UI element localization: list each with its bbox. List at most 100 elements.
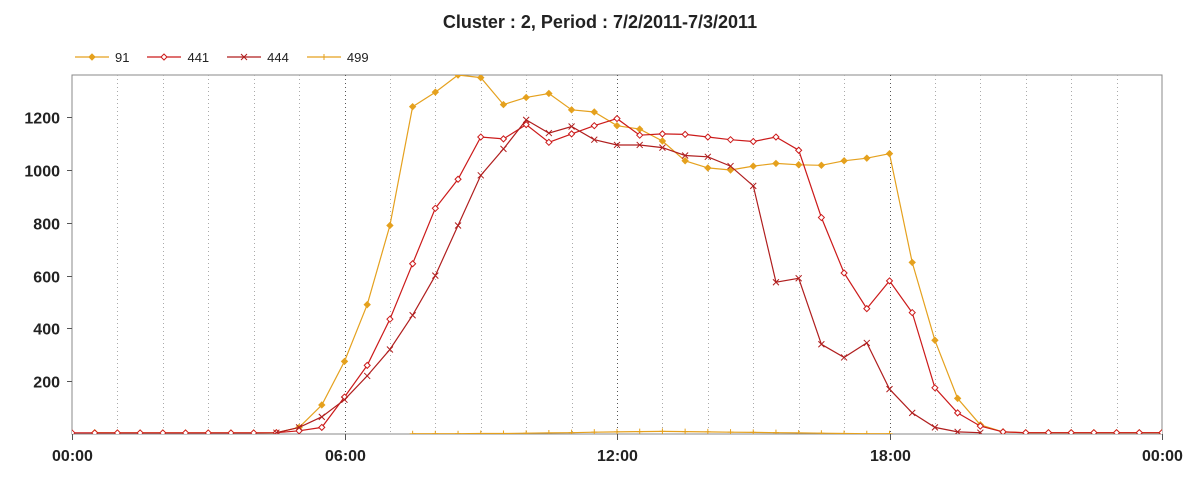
data-point [749, 182, 757, 190]
data-point [772, 429, 779, 434]
data-point [727, 162, 734, 170]
data-point [681, 152, 689, 159]
data-point [636, 428, 643, 434]
legend-item-441: 441 [147, 50, 209, 65]
data-point [500, 145, 507, 153]
y-tick-label: 600 [33, 270, 60, 287]
data-point [88, 53, 96, 61]
data-point [704, 428, 711, 434]
series-line [412, 430, 890, 434]
data-point [386, 221, 394, 230]
data-point [522, 93, 530, 102]
data-point [408, 102, 417, 111]
data-point [318, 401, 326, 409]
data-point [749, 162, 757, 170]
data-point [931, 424, 939, 431]
data-point [590, 108, 598, 116]
data-point [386, 315, 394, 323]
data-point [818, 340, 825, 348]
data-point [181, 429, 190, 434]
data-point [1135, 428, 1143, 434]
y-tick-label: 800 [33, 217, 60, 234]
data-point [567, 130, 576, 138]
legend-label: 441 [187, 49, 210, 65]
data-point [545, 429, 552, 434]
data-point [682, 428, 689, 434]
data-point [249, 429, 258, 434]
data-point [113, 429, 122, 434]
data-point [1044, 428, 1053, 434]
data-point [954, 428, 961, 434]
data-point [431, 272, 439, 279]
data-point [499, 100, 508, 109]
data-point [1022, 428, 1030, 434]
data-point [408, 260, 417, 268]
data-point [363, 361, 371, 370]
data-point [863, 154, 871, 162]
x-tick-label: 18:00 [870, 448, 911, 465]
data-point [750, 429, 757, 434]
legend: 91 441 444 499 [75, 48, 387, 66]
x-tick-label: 12:00 [597, 448, 638, 465]
legend-item-444: 444 [227, 50, 289, 65]
data-point [363, 300, 371, 309]
data-point [704, 133, 712, 141]
data-point [953, 394, 962, 403]
data-point [726, 135, 735, 144]
data-point [567, 106, 576, 114]
data-point [795, 429, 802, 434]
legend-swatch [147, 53, 182, 61]
data-point [136, 429, 144, 434]
y-tick-label: 1000 [24, 164, 60, 181]
data-point [320, 54, 327, 60]
data-point [908, 258, 916, 267]
data-point [590, 121, 598, 130]
series-441 [72, 114, 1162, 434]
data-point [91, 429, 99, 434]
data-point [772, 159, 780, 168]
x-tick-label: 00:00 [1142, 448, 1183, 465]
data-point [953, 409, 962, 417]
data-point [431, 204, 440, 213]
legend-swatch [75, 53, 109, 61]
data-point [613, 141, 621, 149]
data-point [749, 137, 757, 146]
data-point [386, 346, 394, 353]
data-point [841, 430, 848, 434]
data-point [794, 146, 803, 154]
data-point [227, 429, 235, 434]
x-tick-label: 06:00 [325, 448, 366, 465]
data-point [363, 372, 371, 380]
data-point [273, 429, 280, 434]
data-point [454, 222, 462, 229]
data-point [545, 138, 553, 147]
data-point [568, 123, 575, 130]
data-point [545, 129, 553, 137]
data-point [613, 121, 621, 130]
data-point [704, 153, 712, 161]
y-tick-label: 200 [33, 375, 60, 392]
data-point [500, 430, 507, 434]
data-point [613, 114, 621, 123]
legend-swatch [227, 53, 262, 61]
data-point [591, 429, 598, 434]
data-point [818, 430, 825, 434]
series-line [276, 119, 981, 434]
data-point [1112, 428, 1121, 434]
data-point [477, 171, 485, 179]
data-point [908, 308, 916, 317]
data-point [659, 144, 666, 151]
data-point [840, 354, 848, 361]
data-point [477, 75, 485, 82]
data-point [636, 131, 644, 139]
data-point [409, 311, 416, 319]
data-point [590, 136, 598, 144]
data-point [817, 161, 826, 169]
data-point [614, 428, 620, 434]
y-tick-label: 1200 [24, 111, 60, 128]
plot-frame [71, 74, 1163, 435]
data-point [658, 137, 667, 145]
data-point [636, 141, 644, 149]
data-point [885, 277, 894, 285]
